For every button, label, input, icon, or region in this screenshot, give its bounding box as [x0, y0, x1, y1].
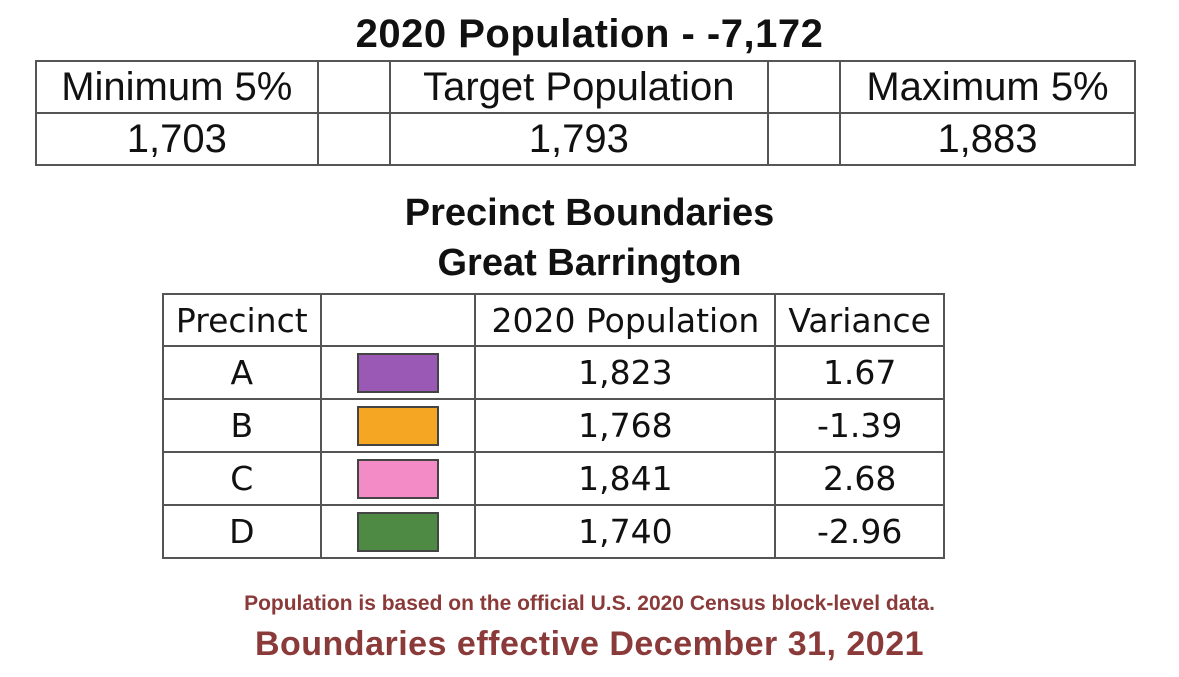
precinct-column-header: Precinct [162, 293, 322, 347]
precinct-population: 1,841 [474, 451, 777, 506]
color-swatch [357, 459, 439, 500]
page-title: 2020 Population - -7,172 [355, 12, 824, 56]
range-spacer [316, 60, 391, 114]
color-swatch [357, 406, 439, 447]
precinct-name: B [162, 398, 322, 453]
color-swatch [357, 512, 439, 553]
precinct-variance: 2.68 [774, 451, 945, 506]
color-column-header [319, 293, 477, 347]
color-swatch [357, 353, 439, 394]
maximum-value: 1,883 [838, 112, 1137, 166]
data-source-note: Population is based on the official U.S.… [244, 592, 935, 615]
minimum-value: 1,703 [35, 112, 319, 166]
precinct-population: 1,740 [474, 504, 777, 559]
variance-column-header: Variance [774, 293, 945, 347]
target-value: 1,793 [388, 112, 769, 166]
swatch-cell [319, 398, 477, 453]
population-range-table: Minimum 5% Target Population Maximum 5% … [35, 60, 1137, 166]
effective-date-note: Boundaries effective December 31, 2021 [254, 625, 925, 663]
range-spacer [766, 60, 841, 114]
precinct-name: D [162, 504, 322, 559]
maximum-label: Maximum 5% [838, 60, 1137, 114]
precinct-header-row: Precinct 2020 Population Variance [162, 293, 945, 347]
range-spacer [316, 112, 391, 166]
range-spacer [766, 112, 841, 166]
range-value-row: 1,703 1,793 1,883 [35, 112, 1137, 166]
precinct-population: 1,823 [474, 345, 777, 400]
range-header-row: Minimum 5% Target Population Maximum 5% [35, 60, 1137, 114]
town-name: Great Barrington [437, 242, 742, 284]
swatch-cell [319, 345, 477, 400]
precinct-population: 1,768 [474, 398, 777, 453]
table-row: D 1,740 -2.96 [162, 504, 945, 559]
precinct-variance: -1.39 [774, 398, 945, 453]
table-row: A 1,823 1.67 [162, 345, 945, 400]
precinct-variance: 1.67 [774, 345, 945, 400]
precinct-table: Precinct 2020 Population Variance A 1,82… [162, 293, 945, 559]
precinct-heading: Precinct Boundaries [404, 192, 775, 234]
minimum-label: Minimum 5% [35, 60, 319, 114]
swatch-cell [319, 504, 477, 559]
precinct-name: A [162, 345, 322, 400]
precinct-name: C [162, 451, 322, 506]
swatch-cell [319, 451, 477, 506]
population-column-header: 2020 Population [474, 293, 777, 347]
table-row: B 1,768 -1.39 [162, 398, 945, 453]
target-label: Target Population [388, 60, 769, 114]
table-row: C 1,841 2.68 [162, 451, 945, 506]
precinct-variance: -2.96 [774, 504, 945, 559]
